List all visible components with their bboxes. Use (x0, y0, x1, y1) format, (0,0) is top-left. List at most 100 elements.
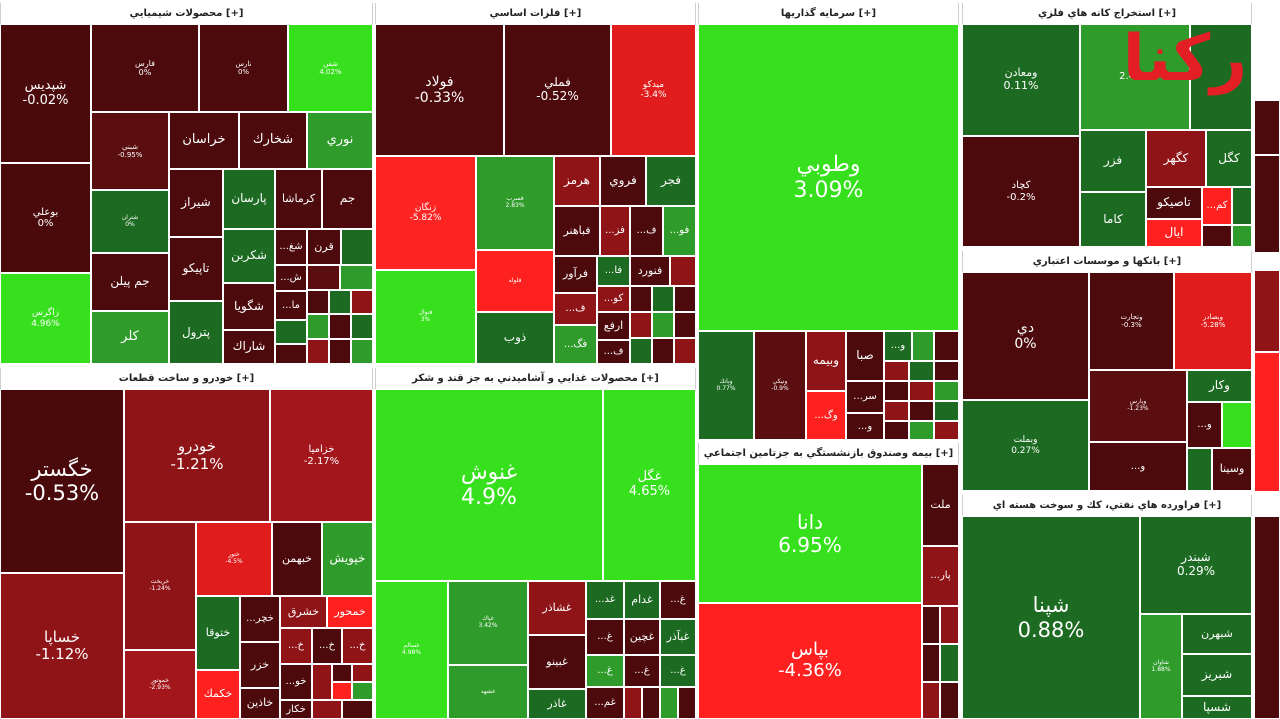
stock-tile[interactable] (912, 331, 934, 361)
stock-tile[interactable]: فملي -0.52% (504, 24, 611, 156)
stock-tile[interactable]: ايال (1146, 219, 1202, 247)
stock-tile[interactable] (660, 687, 678, 719)
stock-tile[interactable] (307, 314, 329, 339)
stock-tile[interactable]: كرماشا (275, 169, 322, 229)
stock-tile[interactable]: ...خو (280, 664, 312, 700)
stock-tile[interactable]: خموتور -2.93% (124, 650, 196, 719)
stock-tile[interactable]: غسالم 4.98% (375, 581, 448, 719)
stock-tile[interactable] (934, 361, 959, 381)
stock-tile[interactable] (652, 338, 674, 364)
stock-tile[interactable] (940, 644, 959, 682)
stock-tile[interactable]: شيراز (169, 169, 223, 237)
stock-tile[interactable]: بپاس -4.36% (698, 603, 922, 719)
stock-tile[interactable]: دي 0% (962, 272, 1089, 400)
stock-tile[interactable]: فزر (1080, 130, 1146, 192)
stock-tile[interactable]: وبيمه (806, 331, 846, 391)
stock-tile[interactable]: خودرو -1.21% (124, 389, 270, 522)
stock-tile[interactable]: ...غ (586, 655, 624, 687)
stock-tile[interactable] (329, 339, 351, 364)
stock-tile[interactable]: غنوش 4.9% (375, 389, 603, 581)
stock-tile[interactable]: خبهمن (272, 522, 322, 596)
stock-tile[interactable] (1190, 24, 1252, 130)
stock-tile[interactable] (1232, 225, 1252, 247)
stock-tile[interactable]: ...غم (586, 687, 624, 719)
stock-tile[interactable]: ارفع (597, 312, 630, 340)
stock-tile[interactable]: ...و (884, 331, 912, 361)
stock-tile[interactable]: ومعادن 0.11% (962, 24, 1080, 136)
stock-tile[interactable]: ختور -4.5% (196, 522, 272, 596)
stock-tile[interactable]: كچاد -0.2% (962, 136, 1080, 247)
stock-tile[interactable]: خكار (280, 700, 312, 719)
stock-tile[interactable] (342, 700, 373, 719)
stock-tile[interactable]: ...ش (275, 265, 307, 291)
stock-tile[interactable]: وسينا (1212, 448, 1252, 491)
stock-tile[interactable] (352, 664, 373, 682)
stock-tile[interactable] (1254, 100, 1280, 155)
stock-tile[interactable]: خريخت -1.24% (124, 522, 196, 650)
stock-tile[interactable] (934, 421, 959, 440)
stock-tile[interactable] (922, 644, 940, 682)
stock-tile[interactable] (312, 700, 342, 719)
stock-tile[interactable] (934, 401, 959, 421)
stock-tile[interactable] (351, 339, 373, 364)
stock-tile[interactable] (312, 664, 332, 700)
stock-tile[interactable]: 2.46% (1080, 24, 1190, 130)
stock-tile[interactable] (1254, 516, 1280, 719)
stock-tile[interactable] (934, 331, 959, 361)
stock-tile[interactable] (909, 361, 934, 381)
stock-tile[interactable] (934, 381, 959, 401)
stock-tile[interactable] (340, 265, 373, 290)
stock-tile[interactable]: ...فا (597, 256, 630, 286)
stock-tile[interactable]: شبندر 0.29% (1140, 516, 1252, 614)
stock-tile[interactable]: بوعلي 0% (0, 163, 91, 273)
stock-tile[interactable]: خراسان (169, 112, 239, 169)
stock-tile[interactable]: صبا (846, 331, 884, 381)
stock-tile[interactable]: كگل (1206, 130, 1252, 187)
stock-tile[interactable] (1254, 155, 1280, 253)
stock-tile[interactable]: فنوال 3% (375, 270, 476, 364)
stock-tile[interactable]: ...شغ (275, 229, 307, 265)
stock-tile[interactable]: ...غد (586, 581, 624, 619)
stock-tile[interactable]: شتران 0% (91, 190, 169, 253)
stock-tile[interactable] (1187, 448, 1212, 491)
stock-tile[interactable]: وتجارت -0.3% (1089, 272, 1174, 370)
stock-tile[interactable] (630, 286, 652, 312)
stock-tile[interactable] (351, 290, 373, 314)
stock-tile[interactable] (1222, 402, 1252, 448)
stock-tile[interactable] (642, 687, 660, 719)
stock-tile[interactable]: ...فو (663, 206, 696, 256)
sector-header[interactable]: بيمه وصندوق بازنشستگي به جزتامين اجتماعي… (698, 443, 959, 464)
stock-tile[interactable]: ...غ (624, 655, 660, 687)
stock-tile[interactable]: خساپا -1.12% (0, 573, 124, 719)
stock-tile[interactable]: وبملت 0.27% (962, 400, 1089, 491)
stock-tile[interactable] (352, 682, 373, 700)
stock-tile[interactable]: نارس 0% (199, 24, 288, 112)
stock-tile[interactable]: پارسان (223, 169, 275, 229)
stock-tile[interactable]: وپارس -1.23% (1089, 370, 1187, 442)
stock-tile[interactable]: خشرق (280, 596, 327, 628)
stock-tile[interactable]: فروي (600, 156, 646, 206)
stock-tile[interactable]: كگهر (1146, 130, 1206, 187)
stock-tile[interactable] (940, 606, 959, 644)
stock-tile[interactable] (884, 401, 909, 421)
stock-tile[interactable]: هرمز (554, 156, 600, 206)
stock-tile[interactable]: شاراك (223, 330, 275, 364)
stock-tile[interactable] (940, 682, 959, 719)
stock-tile[interactable] (1232, 187, 1252, 225)
sector-header[interactable]: بانكها و موسسات اعتباري [+] (962, 251, 1252, 272)
stock-tile[interactable]: فجر (646, 156, 696, 206)
stock-tile[interactable] (329, 314, 351, 339)
stock-tile[interactable]: فباهنر (554, 206, 600, 256)
stock-tile[interactable]: ...ما (275, 291, 307, 320)
stock-tile[interactable] (884, 421, 909, 440)
stock-tile[interactable] (909, 381, 934, 401)
stock-tile[interactable]: ...و (846, 413, 884, 440)
stock-tile[interactable] (652, 286, 674, 312)
stock-tile[interactable]: فارس 0% (91, 24, 199, 112)
stock-tile[interactable]: فولاد -0.33% (375, 24, 504, 156)
stock-tile[interactable] (909, 401, 934, 421)
stock-tile[interactable] (1254, 270, 1280, 352)
stock-tile[interactable]: ذوب (476, 312, 554, 364)
stock-tile[interactable]: خكمك (196, 670, 240, 719)
stock-tile[interactable] (884, 381, 909, 401)
